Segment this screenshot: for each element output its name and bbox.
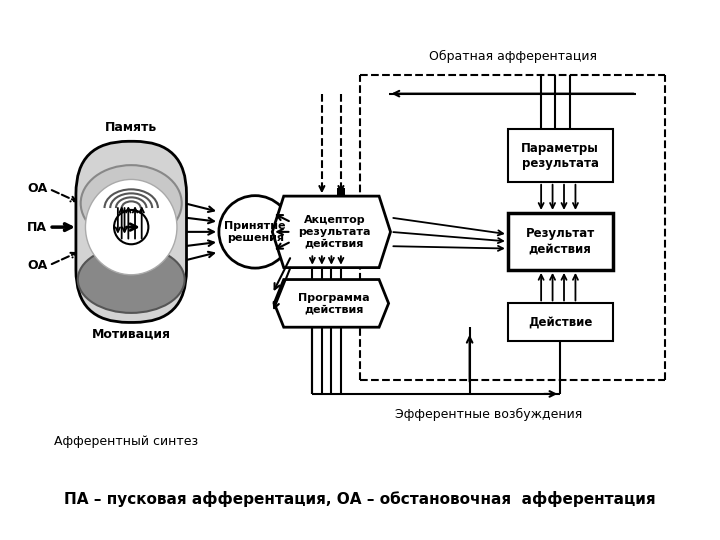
FancyBboxPatch shape bbox=[76, 141, 186, 322]
FancyBboxPatch shape bbox=[508, 303, 613, 341]
Text: Эфферентные возбуждения: Эфферентные возбуждения bbox=[395, 408, 582, 421]
Text: ОА: ОА bbox=[27, 259, 48, 272]
Text: Обратная афферентация: Обратная афферентация bbox=[428, 50, 597, 63]
Ellipse shape bbox=[86, 179, 177, 275]
Circle shape bbox=[114, 210, 148, 244]
Text: ПА – пусковая афферентация, ОА – обстановочная  афферентация: ПА – пусковая афферентация, ОА – обстано… bbox=[64, 491, 656, 507]
Text: Действие: Действие bbox=[528, 316, 593, 329]
Text: ОА: ОА bbox=[27, 183, 48, 195]
Text: Мотивация: Мотивация bbox=[91, 327, 171, 340]
Text: Программа
действия: Программа действия bbox=[299, 293, 370, 314]
Circle shape bbox=[219, 195, 292, 268]
Text: Афферентный синтез: Афферентный синтез bbox=[55, 435, 199, 448]
Ellipse shape bbox=[81, 165, 181, 241]
Text: Параметры
результата: Параметры результата bbox=[521, 141, 599, 170]
Polygon shape bbox=[272, 196, 390, 268]
Text: Память: Память bbox=[105, 120, 158, 134]
Bar bbox=[337, 188, 345, 196]
Text: ПА: ПА bbox=[27, 221, 48, 234]
Text: Принятие
решения: Принятие решения bbox=[225, 221, 286, 242]
Ellipse shape bbox=[78, 246, 184, 313]
FancyBboxPatch shape bbox=[508, 213, 613, 270]
FancyBboxPatch shape bbox=[508, 130, 613, 182]
Text: Акцептор
результата
действия: Акцептор результата действия bbox=[298, 215, 371, 248]
Polygon shape bbox=[274, 280, 389, 327]
Text: Результат
действия: Результат действия bbox=[526, 227, 595, 255]
